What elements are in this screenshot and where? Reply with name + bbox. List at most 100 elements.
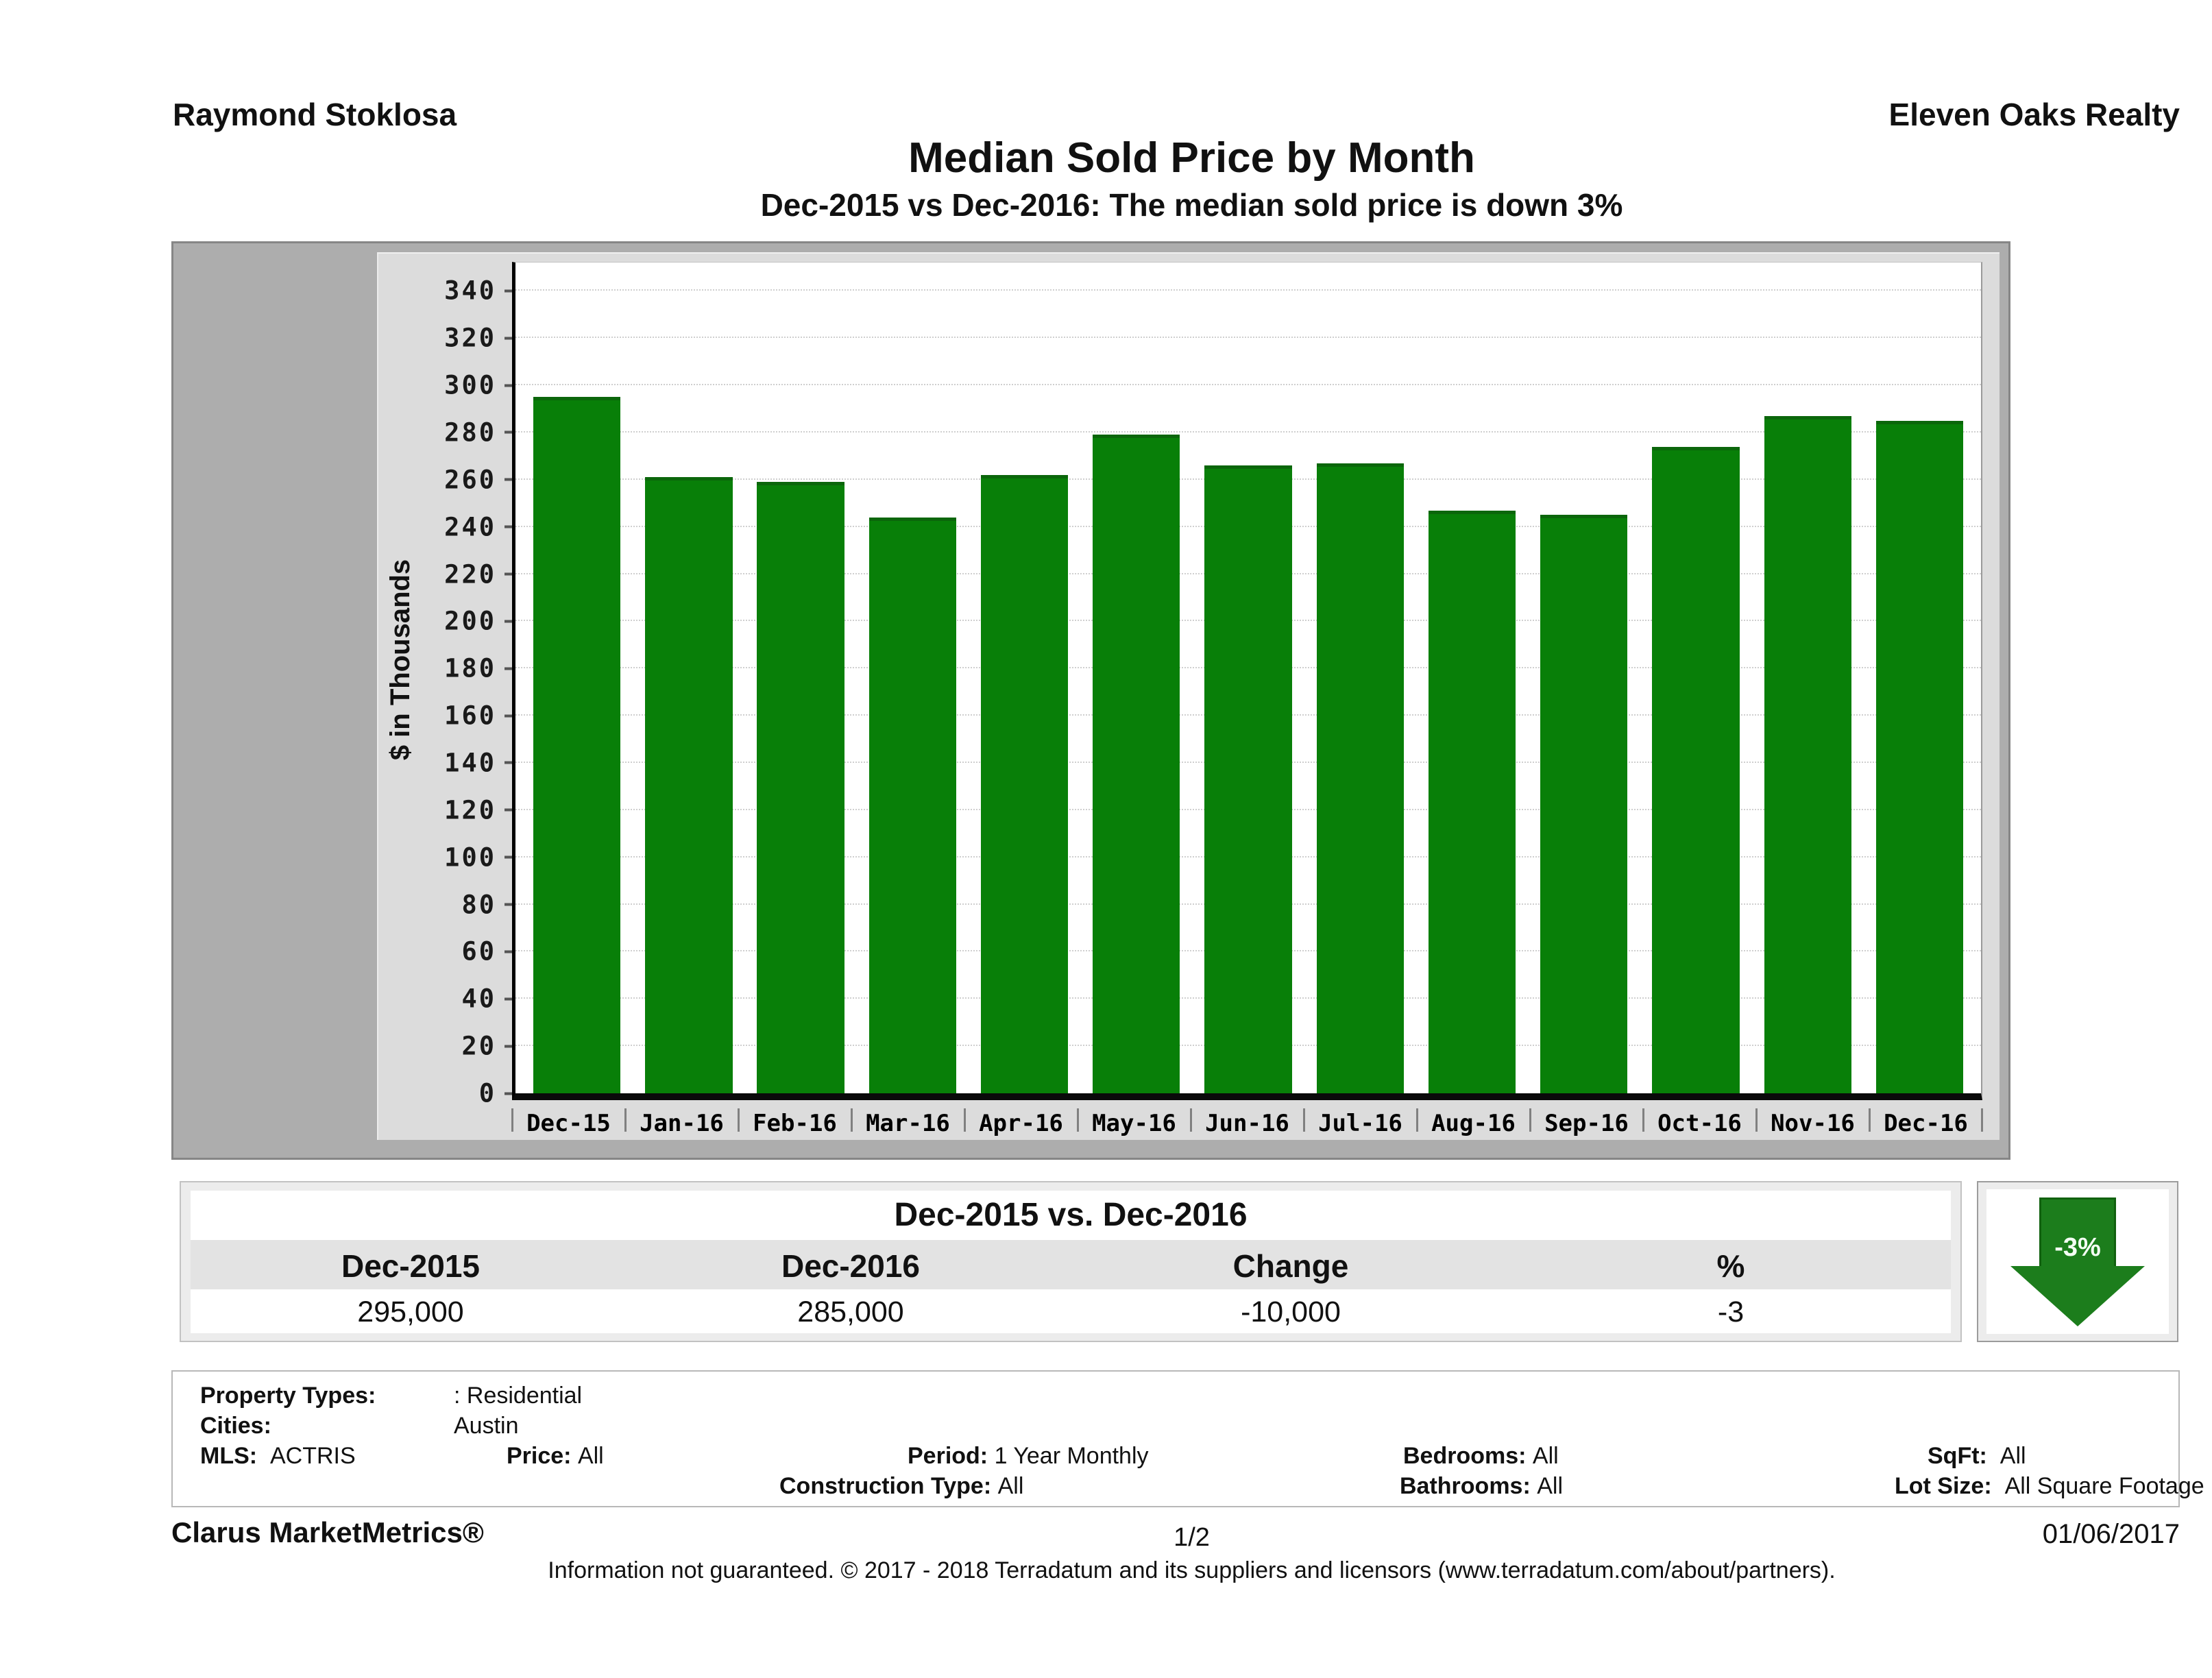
bar-slot xyxy=(633,263,744,1093)
y-tick-label: 0 xyxy=(478,1078,518,1108)
x-axis-label: Oct-16 xyxy=(1642,1104,1756,1137)
x-axis-label: Jun-16 xyxy=(1190,1104,1304,1137)
y-tick-label: 140 xyxy=(444,748,517,778)
bar-Oct-16 xyxy=(1652,446,1740,1093)
value-change: -10,000 xyxy=(1241,1296,1341,1328)
y-tick-label: 20 xyxy=(461,1031,517,1061)
chart-panel: $ in Thousands 0 20 40 60 80 100 120 140 160 180 2… xyxy=(377,252,2000,1140)
subtitle-band: Dec-2015 vs Dec-2016: The median sold pr… xyxy=(171,186,2212,223)
bar-slot xyxy=(1752,263,1864,1093)
property-types-label: Property Types: xyxy=(200,1383,376,1409)
x-axis-labels: Dec-15 Jan-16 Feb-16 Mar-16 Apr-16 May-16 Jun-… xyxy=(511,1104,1983,1137)
bar-Jan-16 xyxy=(645,477,733,1093)
footer-disclaimer: Information not guaranteed. © 2017 - 201… xyxy=(548,1557,1836,1583)
comparison-table-header: Dec-2015 Dec-2016 Change % xyxy=(191,1240,1951,1289)
value-dec2016: 285,000 xyxy=(797,1296,904,1328)
cities-value: Austin xyxy=(454,1413,519,1439)
bathrooms-field: Bathrooms: All xyxy=(1400,1473,1564,1499)
value-dec2015: 295,000 xyxy=(357,1296,464,1328)
bar-slot xyxy=(1080,263,1192,1093)
company-name: Eleven Oaks Realty xyxy=(1888,97,2180,132)
bar-Sep-16 xyxy=(1540,515,1628,1093)
footer-page-band: 1/2 xyxy=(171,1523,2212,1553)
mls-field: MLS: ACTRIS xyxy=(200,1443,356,1469)
property-types-value: : Residential xyxy=(454,1383,583,1409)
bar-slot xyxy=(1192,263,1304,1093)
x-axis-label: Dec-15 xyxy=(511,1104,625,1137)
construction-type-field: Construction Type: All xyxy=(779,1473,1024,1499)
bedrooms-field: Bedrooms: All xyxy=(1403,1443,1559,1469)
bar-Jun-16 xyxy=(1204,465,1292,1093)
bar-Aug-16 xyxy=(1428,510,1516,1093)
page-title: Median Sold Price by Month xyxy=(908,134,1475,182)
bar-Nov-16 xyxy=(1764,415,1851,1093)
x-axis-label: Mar-16 xyxy=(851,1104,964,1137)
x-axis-label: May-16 xyxy=(1077,1104,1191,1137)
bar-Feb-16 xyxy=(757,482,844,1093)
title-band: Median Sold Price by Month xyxy=(171,136,2212,181)
y-tick-label: 80 xyxy=(461,890,517,920)
plot-area xyxy=(512,262,1982,1100)
footer-product-name: Clarus MarketMetrics® xyxy=(171,1516,484,1548)
y-tick-label: 100 xyxy=(444,842,517,873)
change-badge-label: -3% xyxy=(2054,1233,2101,1262)
down-arrow-shaft xyxy=(2039,1197,2116,1266)
comparison-table-values: 295,000 285,000 -10,000 -3 xyxy=(191,1289,1951,1333)
y-tick-label: 280 xyxy=(444,417,517,448)
bar-slot xyxy=(1304,263,1416,1093)
y-tick-label: 180 xyxy=(444,653,517,683)
y-axis-title: $ in Thousands xyxy=(382,262,420,1058)
y-tick-label: 40 xyxy=(461,984,517,1014)
bar-slot xyxy=(1640,263,1751,1093)
x-axis-label: Aug-16 xyxy=(1416,1104,1530,1137)
y-tick-label: 300 xyxy=(444,370,517,400)
gridline xyxy=(515,430,1981,433)
y-tick-label: 260 xyxy=(444,465,517,495)
agent-name: Raymond Stoklosa xyxy=(173,97,457,132)
change-badge-background: -3% xyxy=(1986,1189,2169,1334)
col-header-dec2015: Dec-2015 xyxy=(341,1248,481,1284)
bar-Dec-15 xyxy=(533,397,621,1093)
bars xyxy=(515,263,1981,1093)
footer-date: 01/06/2017 xyxy=(2042,1519,2180,1549)
y-tick-label: 240 xyxy=(444,512,517,542)
bar-slot xyxy=(744,263,856,1093)
value-percent: -3 xyxy=(1717,1296,1745,1328)
period-field: Period: 1 Year Monthly xyxy=(908,1443,1149,1469)
y-tick-label: 60 xyxy=(461,936,517,966)
gridline xyxy=(515,289,1981,291)
y-tick-label: 340 xyxy=(444,276,517,306)
bar-May-16 xyxy=(1093,435,1180,1093)
y-tick-label: 200 xyxy=(444,606,517,636)
bar-slot xyxy=(1528,263,1640,1093)
y-axis-ticks: 0 20 40 60 80 100 120 140 160 180 200 220 240 260 280 3… xyxy=(420,263,518,1108)
report-criteria-box: Property Types: : Residential Cities: Au… xyxy=(171,1370,2204,1507)
comparison-table-title: Dec-2015 vs. Dec-2016 xyxy=(191,1191,1951,1240)
page-subtitle: Dec-2015 vs Dec-2016: The median sold pr… xyxy=(760,187,1623,223)
bar-Dec-16 xyxy=(1875,420,1964,1093)
x-axis-label: Jan-16 xyxy=(624,1104,738,1137)
x-axis-label: Apr-16 xyxy=(964,1104,1078,1137)
bar-Mar-16 xyxy=(868,517,956,1093)
col-header-dec2016: Dec-2016 xyxy=(781,1248,921,1284)
sqft-field: SqFt: All xyxy=(1928,1443,2026,1469)
y-axis-title-text: $ in Thousands xyxy=(385,559,416,761)
x-axis-label: Nov-16 xyxy=(1755,1104,1869,1137)
gridline xyxy=(515,337,1981,339)
x-axis-label: Feb-16 xyxy=(738,1104,851,1137)
bar-Apr-16 xyxy=(980,474,1069,1093)
down-arrow-icon: -3% xyxy=(2009,1197,2146,1328)
down-arrow-head xyxy=(2010,1266,2145,1326)
y-tick-label: 220 xyxy=(444,559,517,589)
lot-size-field: Lot Size: All Square Footage xyxy=(1895,1473,2204,1499)
cities-label: Cities: xyxy=(200,1413,271,1439)
y-tick-label: 320 xyxy=(444,323,517,353)
x-axis-label: Sep-16 xyxy=(1529,1104,1643,1137)
gridline xyxy=(515,384,1981,386)
bar-slot xyxy=(857,263,969,1093)
y-tick-label: 120 xyxy=(444,795,517,825)
col-header-change: Change xyxy=(1232,1248,1349,1284)
bar-slot xyxy=(969,263,1080,1093)
change-badge-panel: -3% xyxy=(1977,1181,2178,1342)
x-axis-label: Dec-16 xyxy=(1869,1104,1982,1137)
